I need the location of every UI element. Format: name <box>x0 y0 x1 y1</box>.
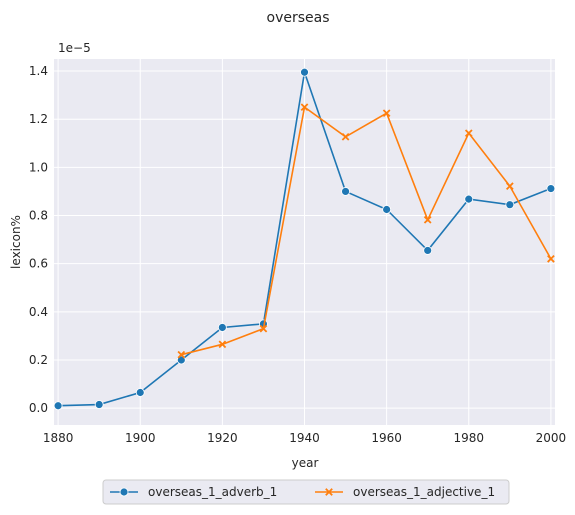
x-axis-label: year <box>292 456 319 470</box>
data-point <box>177 350 186 359</box>
x-tick-label: 1880 <box>43 431 74 445</box>
legend-marker <box>119 487 129 497</box>
legend-box <box>102 479 510 505</box>
legend-item: overseas_1_adjective_1 <box>315 485 495 499</box>
data-point <box>218 340 227 349</box>
chart-title: overseas <box>267 10 330 26</box>
data-point <box>505 200 515 210</box>
data-point <box>547 255 555 263</box>
y-tick-label: 0.8 <box>29 209 48 223</box>
legend-item: overseas_1_adverb_1 <box>110 485 277 499</box>
y-tick-label: 1.4 <box>29 64 48 78</box>
y-tick-label: 1.2 <box>29 112 48 126</box>
x-tick-label: 1960 <box>371 431 402 445</box>
data-point <box>341 132 350 141</box>
data-point <box>464 129 473 137</box>
data-point <box>505 182 514 190</box>
x-tick-label: 2000 <box>536 431 567 445</box>
data-point <box>382 109 391 118</box>
y-tick-label: 0.2 <box>29 353 48 367</box>
y-scale-label: 1e−5 <box>58 41 91 55</box>
data-point <box>341 187 350 196</box>
data-point <box>176 355 186 365</box>
x-tick-label: 1920 <box>207 431 238 445</box>
series-layer <box>53 67 556 411</box>
data-point <box>423 246 433 255</box>
series-overseas_1_adjective_1 <box>177 103 555 359</box>
legend: overseas_1_adverb_1 overseas_1_adjective_… <box>102 479 510 505</box>
legend-label: overseas_1_adjective_1 <box>353 485 495 499</box>
legend-marker <box>325 488 333 496</box>
y-axis: 0.0 0.2 0.4 0.6 0.8 1.0 1.2 1.4 <box>29 64 48 415</box>
data-point <box>382 205 392 214</box>
x-tick-label: 1900 <box>125 431 156 445</box>
y-tick-label: 0.4 <box>29 305 48 319</box>
x-tick-label: 1940 <box>289 431 320 445</box>
data-point <box>217 323 227 332</box>
x-axis: 1880 1900 1920 1940 1960 1980 2000 <box>43 431 566 445</box>
data-point <box>546 184 556 193</box>
y-tick-label: 1.0 <box>29 160 48 174</box>
data-point <box>94 400 104 409</box>
data-point <box>423 216 432 224</box>
legend-label: overseas_1_adverb_1 <box>148 485 277 499</box>
series-line <box>181 105 552 356</box>
y-tick-label: 0.0 <box>29 401 48 415</box>
data-point <box>464 194 474 204</box>
series-overseas_1_adverb_1 <box>53 67 556 411</box>
y-tick-label: 0.6 <box>29 257 48 271</box>
x-tick-label: 1980 <box>453 431 484 445</box>
data-point <box>300 67 309 77</box>
data-point <box>53 401 63 411</box>
data-point <box>135 388 145 397</box>
data-point <box>300 103 309 111</box>
data-point <box>259 324 268 333</box>
y-axis-label: lexicon% <box>9 215 23 269</box>
